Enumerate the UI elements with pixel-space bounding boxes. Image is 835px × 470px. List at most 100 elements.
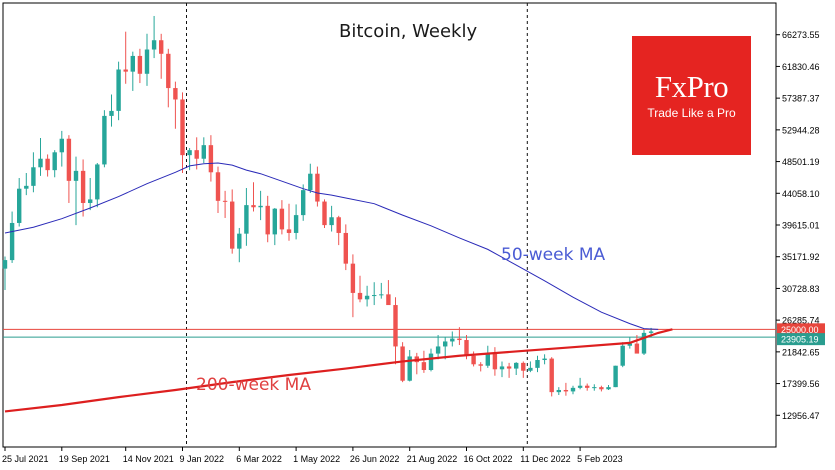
y-tick-label: 44058.10: [782, 189, 820, 199]
ma50-label: 50-week MA: [501, 245, 606, 265]
candle-body: [585, 385, 590, 388]
candle-body: [315, 173, 320, 202]
candle-body: [144, 49, 150, 74]
candle-body: [641, 332, 647, 354]
price-marker-label: 25000.00: [781, 325, 819, 335]
candle-body: [563, 389, 569, 392]
candle-body: [506, 366, 512, 369]
candle-body: [599, 387, 604, 390]
candle-body: [613, 365, 618, 388]
candle-body: [59, 138, 64, 153]
candle-body: [244, 205, 249, 234]
y-tick-label: 26285.74: [782, 316, 820, 326]
y-tick-label: 39615.01: [782, 221, 820, 231]
y-tick-label: 35171.92: [782, 252, 820, 262]
candle-body: [478, 364, 483, 366]
candle-body: [301, 190, 306, 216]
x-tick-label: 26 Jun 2022: [350, 454, 400, 464]
candle-body: [428, 353, 434, 371]
candle-body: [556, 389, 561, 393]
candle-body: [514, 362, 519, 369]
candle-body: [443, 341, 448, 347]
candle-body: [187, 150, 192, 156]
x-tick-label: 16 Oct 2022: [464, 454, 513, 464]
x-tick-label: 5 Feb 2023: [577, 454, 623, 464]
ma200-line: [4, 328, 673, 413]
candle-body: [116, 69, 121, 111]
x-tick-label: 21 Aug 2022: [407, 454, 458, 464]
candle-body: [166, 53, 171, 89]
y-tick-label: 61830.46: [782, 62, 820, 72]
candle-body: [258, 205, 263, 208]
candle-body: [66, 138, 72, 181]
fxpro-logo: FxPro Trade Like a Pro: [632, 36, 751, 155]
price-marker-box: [777, 333, 825, 346]
y-tick-label: 66273.55: [782, 30, 820, 40]
candle-body: [45, 158, 50, 171]
candle-body: [17, 188, 22, 223]
candle-body: [322, 201, 327, 226]
candle-body: [570, 387, 576, 392]
price-marker-label: 23905.19: [781, 335, 819, 345]
y-tick-label: 21842.65: [782, 347, 820, 357]
candle-body: [357, 292, 363, 300]
candle-body: [549, 358, 554, 393]
candle-body: [627, 343, 632, 346]
candle-body: [2, 260, 8, 269]
candle-body: [251, 205, 256, 208]
y-axis: 66273.55 61830.46 57387.37 52944.28 48501.19…: [776, 30, 820, 421]
candle-body: [393, 305, 398, 347]
y-tick-label: 48501.19: [782, 157, 820, 167]
candle-body: [450, 338, 455, 342]
candle-body: [31, 167, 36, 186]
candle-body: [648, 331, 654, 333]
candle-body: [159, 40, 164, 54]
x-axis: 25 Jul 2021 19 Sep 2021 14 Nov 2021 9 Jan 2…: [2, 447, 623, 464]
y-tick-label: 30728.83: [782, 284, 820, 294]
candle-body: [215, 172, 221, 201]
candle-body: [535, 360, 540, 368]
candle-body: [279, 208, 285, 230]
candle-body: [201, 145, 206, 159]
candle-body: [194, 150, 199, 159]
x-tick-label: 19 Sep 2021: [59, 454, 110, 464]
y-tick-label: 52944.28: [782, 125, 820, 135]
candle-body: [542, 358, 547, 361]
y-tick-label: 12956.47: [782, 411, 820, 421]
candlesticks: [2, 15, 654, 397]
ma200-label: 200-week MA: [196, 375, 311, 395]
x-tick-label: 9 Jan 2022: [180, 454, 225, 464]
candle-body: [471, 355, 476, 365]
candle-body: [9, 222, 15, 261]
candle-body: [272, 208, 277, 235]
candle-body: [343, 232, 348, 264]
candle-body: [634, 343, 640, 354]
candle-body: [336, 217, 341, 233]
candle-body: [180, 99, 185, 156]
candle-body: [237, 233, 242, 249]
candle-body: [73, 170, 79, 181]
candle-body: [24, 185, 29, 189]
logo-name: FxPro: [654, 69, 729, 104]
candle-body: [286, 229, 292, 233]
candle-body: [123, 69, 128, 72]
candle-body: [38, 158, 43, 168]
candle-body: [457, 338, 462, 341]
candle-body: [592, 387, 597, 389]
x-tick-label: 14 Nov 2021: [123, 454, 174, 464]
vertical-markers: [186, 3, 528, 447]
x-tick-label: 1 May 2022: [293, 454, 340, 464]
x-tick-label: 25 Jul 2021: [2, 454, 49, 464]
candle-body: [435, 346, 441, 354]
candle-body: [499, 366, 505, 370]
candle-body: [386, 294, 391, 306]
logo-tagline: Trade Like a Pro: [647, 106, 736, 120]
candle-body: [400, 346, 405, 381]
candle-body: [372, 295, 377, 297]
candle-body: [265, 205, 270, 235]
ma50-line: [4, 162, 659, 330]
candle-body: [208, 145, 214, 173]
candle-body: [464, 340, 469, 356]
